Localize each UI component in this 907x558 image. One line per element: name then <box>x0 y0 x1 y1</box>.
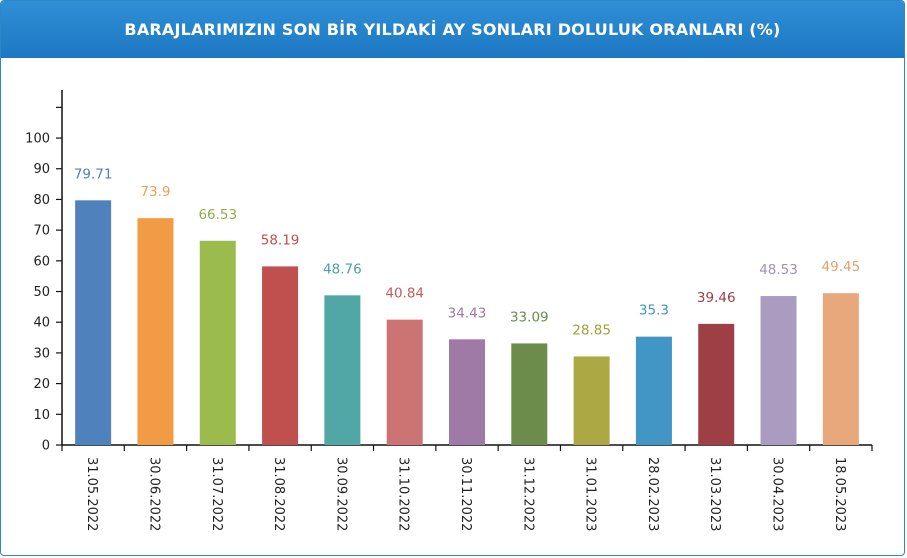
y-tick-label: 100 <box>25 132 50 147</box>
category-label: 31.05.2022 <box>84 457 99 531</box>
category-label: 30.06.2022 <box>146 457 161 531</box>
category-label: 30.09.2022 <box>333 457 348 531</box>
y-tick-label: 30 <box>33 346 50 361</box>
data-label: 34.43 <box>448 305 487 321</box>
bar <box>449 339 485 445</box>
category-label: 28.02.2023 <box>645 457 660 531</box>
data-label: 73.9 <box>140 184 170 200</box>
y-tick-label: 80 <box>33 193 50 208</box>
bar <box>386 319 423 445</box>
category-label: 30.11.2022 <box>458 457 473 531</box>
y-tick-label: 0 <box>42 439 50 454</box>
category-label: 31.07.2022 <box>209 457 224 531</box>
category-label: 31.10.2022 <box>396 457 411 531</box>
bar <box>698 323 735 445</box>
chart-title: BARAJLARIMIZIN SON BİR YILDAKİ AY SONLAR… <box>124 20 781 39</box>
data-label: 58.19 <box>261 232 300 248</box>
bar <box>262 266 299 445</box>
data-label: 39.46 <box>697 290 736 306</box>
y-tick-label: 20 <box>33 377 50 392</box>
category-label: 18.05.2023 <box>832 457 847 531</box>
y-tick-label: 10 <box>33 408 50 423</box>
category-label: 31.12.2022 <box>520 457 535 531</box>
category-label: 30.04.2023 <box>770 457 785 531</box>
data-label: 66.53 <box>198 207 237 223</box>
y-tick-label: 70 <box>33 224 50 239</box>
bar <box>137 218 174 445</box>
bar <box>573 356 610 445</box>
data-label: 79.71 <box>74 166 113 182</box>
data-label: 48.53 <box>759 262 798 278</box>
y-tick-label: 90 <box>33 162 50 177</box>
data-label: 28.85 <box>572 322 611 338</box>
data-label: 35.3 <box>639 303 669 319</box>
y-tick-label: 50 <box>33 285 50 300</box>
chart-header: BARAJLARIMIZIN SON BİR YILDAKİ AY SONLAR… <box>1 1 904 58</box>
category-label: 31.03.2023 <box>707 457 722 531</box>
bar <box>324 295 361 445</box>
bar <box>760 296 797 445</box>
y-tick-label: 40 <box>33 316 50 331</box>
data-label: 40.84 <box>385 286 424 302</box>
y-tick-label: 60 <box>33 254 50 269</box>
bar <box>75 200 112 445</box>
data-label: 49.45 <box>822 259 861 275</box>
bar <box>635 336 672 445</box>
bar <box>822 293 859 445</box>
category-label: 31.01.2023 <box>583 457 598 531</box>
bar <box>511 343 548 445</box>
data-label: 33.09 <box>510 309 549 325</box>
data-label: 48.76 <box>323 261 362 277</box>
category-label: 31.08.2022 <box>271 457 286 531</box>
bar <box>199 240 236 445</box>
